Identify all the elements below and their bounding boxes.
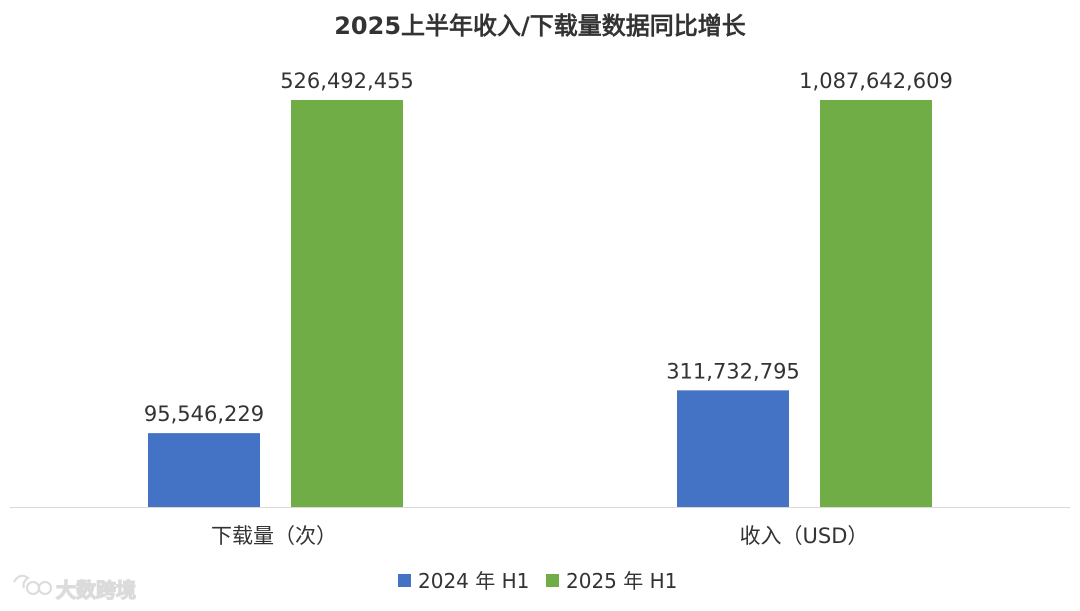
watermark-text: 大数跨境 <box>56 578 136 602</box>
legend-swatch-2025-h1 <box>546 574 559 587</box>
bar-downloads-2025-h1 <box>291 100 403 507</box>
bar-revenue-2025-h1 <box>820 100 932 507</box>
data-label-downloads-2025-h1: 526,492,455 <box>280 69 414 93</box>
brand-logo-icon <box>13 574 52 595</box>
category-label-downloads: 下载量（次） <box>211 524 337 548</box>
bar-downloads-2024-h1 <box>148 433 260 507</box>
category-labels: 下载量（次） 收入（USD） <box>211 524 868 548</box>
data-label-downloads-2024-h1: 95,546,229 <box>144 402 264 426</box>
bar-revenue-2024-h1 <box>677 390 789 507</box>
plot-area: 95,546,229 526,492,455 311,732,795 1,087,64… <box>144 69 953 507</box>
legend-swatch-2024-h1 <box>398 574 411 587</box>
category-label-revenue: 收入（USD） <box>740 524 869 548</box>
watermark: 大数跨境 <box>13 574 137 603</box>
data-label-revenue-2025-h1: 1,087,642,609 <box>799 69 953 93</box>
chart-title: 2025上半年收入/下载量数据同比增长 <box>334 12 747 40</box>
legend: 2024 年 H1 2025 年 H1 <box>398 569 677 593</box>
legend-label-2024-h1: 2024 年 H1 <box>418 569 529 593</box>
data-label-revenue-2024-h1: 311,732,795 <box>666 359 800 383</box>
legend-label-2025-h1: 2025 年 H1 <box>566 569 677 593</box>
